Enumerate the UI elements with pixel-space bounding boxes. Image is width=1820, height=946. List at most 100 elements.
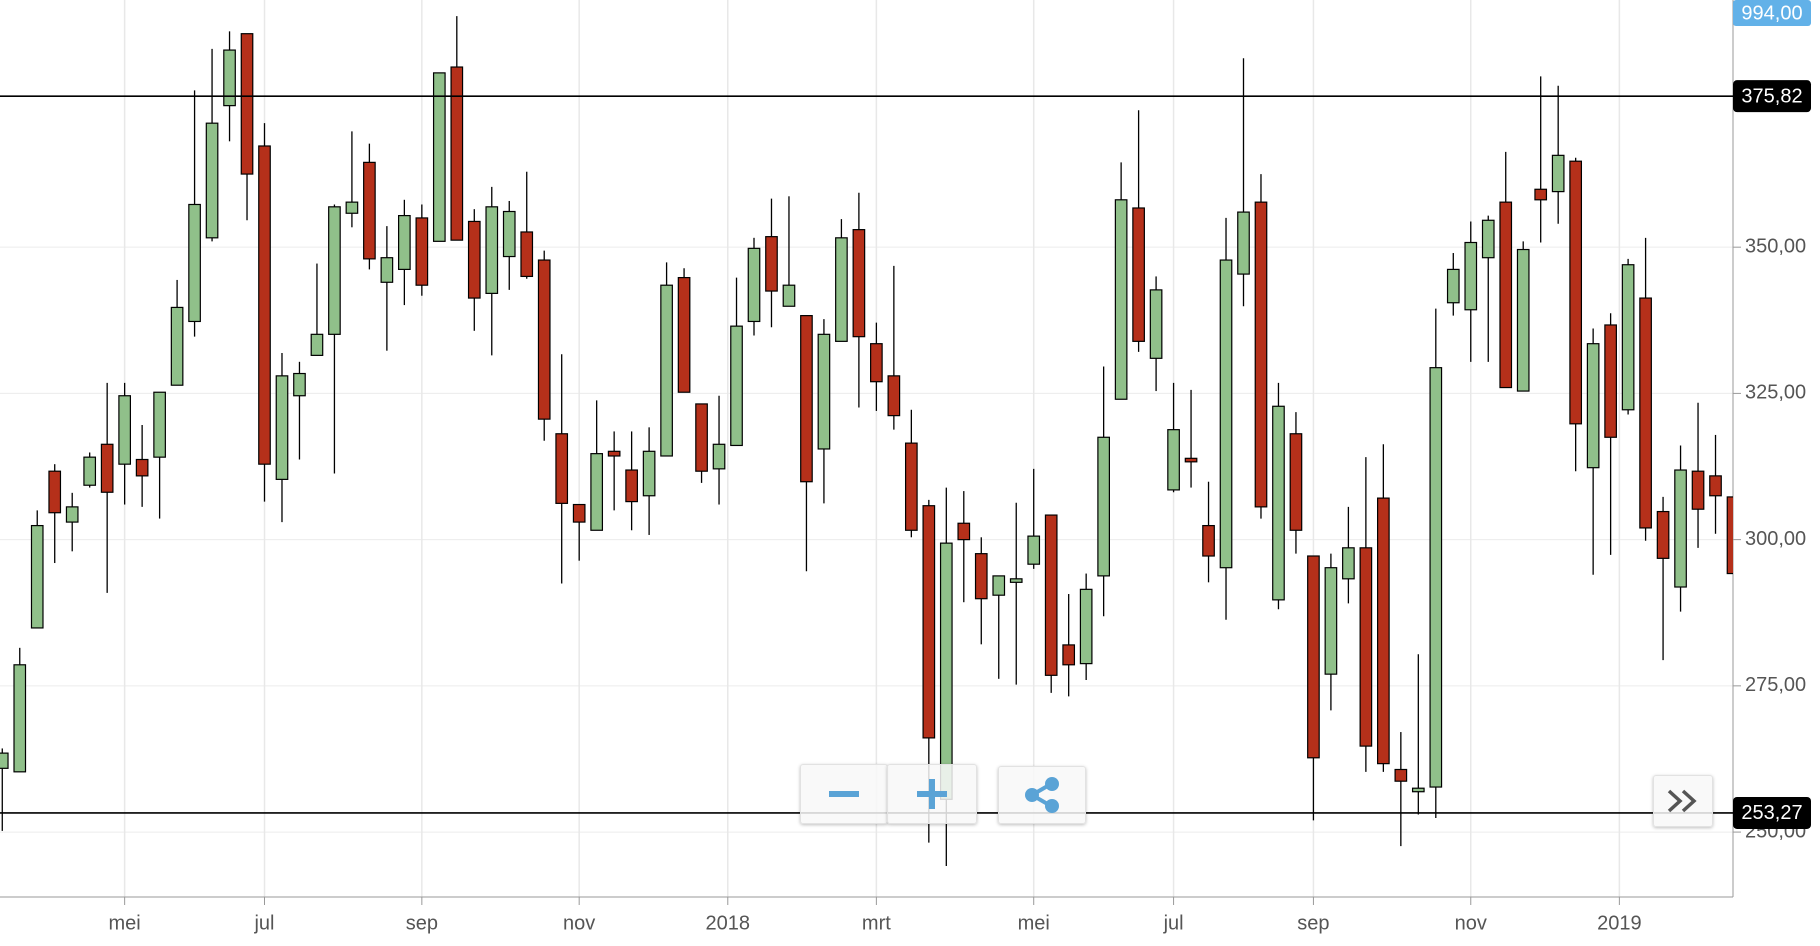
candle-body [1586, 343, 1600, 469]
overlay: 250,00275,00300,00325,00350,00375,82253,… [0, 0, 1811, 842]
candle-body [1342, 547, 1355, 580]
x-tick-label: sep [1297, 912, 1329, 934]
candle-body [135, 458, 149, 477]
candle-body [992, 575, 1006, 596]
candle-body [1167, 429, 1180, 491]
zoom-in-button[interactable] [887, 764, 977, 824]
y-tick-label: 325,00 [1745, 382, 1806, 404]
candle-body [1709, 475, 1722, 497]
candle-body [537, 259, 551, 420]
y-tick-label: 275,00 [1745, 674, 1806, 696]
value-badge [1733, 796, 1811, 829]
x-tick-label: nov [1455, 912, 1487, 934]
candle-body [380, 257, 394, 283]
value-badge-label: 253,27 [1741, 802, 1802, 824]
candle-body [153, 391, 166, 458]
candle-body [887, 375, 901, 417]
candle-body [1359, 547, 1373, 747]
scroll-end-button[interactable] [1653, 775, 1713, 827]
candle-body [1604, 324, 1617, 438]
candle-body [1184, 457, 1198, 463]
candle-body [310, 333, 324, 356]
candle-body [1446, 268, 1460, 304]
candle-body [188, 203, 201, 323]
candle-body [345, 201, 359, 214]
value-badge [1733, 80, 1811, 113]
candle-body [1674, 469, 1687, 588]
candle-body [625, 469, 638, 503]
zoom-out-button[interactable] [800, 764, 888, 824]
candle-body [118, 395, 131, 465]
candle-body [1464, 241, 1478, 311]
candle-body [607, 450, 621, 457]
candle-body [100, 443, 114, 493]
candle-body [572, 503, 586, 523]
candle-body [170, 306, 184, 386]
candle-body [590, 453, 604, 531]
candle-body [1254, 201, 1268, 508]
candle-body [275, 375, 289, 480]
candle-body [660, 284, 673, 457]
candle-body [939, 542, 953, 800]
x-tick-label: mei [1018, 912, 1050, 934]
candle-body [1044, 514, 1058, 676]
candle-body [240, 33, 254, 175]
candle-body [1272, 405, 1285, 601]
candle-body [1551, 154, 1565, 193]
candle-body [1237, 211, 1250, 275]
share-icon [1025, 777, 1059, 813]
candle-body [1691, 470, 1705, 510]
candle-body [485, 206, 499, 294]
candle-body [922, 505, 936, 739]
candle-body [48, 470, 62, 514]
candle-body [223, 49, 236, 107]
x-tick-label: jul [1163, 912, 1184, 934]
candle-body [1324, 567, 1338, 675]
candle-body [712, 443, 726, 470]
candle-body [83, 456, 97, 486]
candle-body [904, 442, 918, 531]
candle-body [13, 664, 27, 773]
candle-body [642, 450, 656, 497]
candle-body [398, 214, 411, 271]
x-tick-label: mei [109, 912, 141, 934]
candle-body [555, 433, 569, 504]
candle-body [1639, 297, 1652, 529]
candle-body [782, 284, 796, 307]
value-badge-label: 375,82 [1741, 85, 1802, 107]
candle-body [1027, 535, 1041, 565]
candle-body [1307, 555, 1320, 759]
x-tick-label: jul [253, 912, 274, 934]
candle-body [1411, 787, 1425, 793]
candle-body [1569, 160, 1583, 425]
candle-body [1621, 264, 1635, 411]
candle-body [205, 122, 219, 239]
share-button[interactable] [998, 766, 1086, 824]
candle-body [870, 343, 883, 383]
candle-body [677, 276, 691, 393]
candle-body [957, 522, 971, 541]
y-tick-label: 350,00 [1745, 235, 1806, 257]
candle-body [974, 553, 988, 600]
y-tick-label: 300,00 [1745, 528, 1806, 550]
x-tick-label: 2019 [1597, 912, 1642, 934]
candle-body [695, 403, 708, 472]
candle-body [1202, 524, 1215, 557]
candle-body [1377, 497, 1390, 765]
candle-body [258, 145, 271, 465]
candle-body [1009, 578, 1023, 583]
candle-body [730, 325, 743, 447]
candle-body [502, 210, 516, 258]
candle-body [1289, 433, 1303, 531]
candle-body [1499, 201, 1513, 389]
candle-body [450, 66, 464, 241]
candle-body [293, 372, 306, 397]
candle-body [328, 206, 341, 335]
candle-body [1219, 259, 1233, 569]
candle-body [467, 220, 481, 299]
candle-body [1516, 248, 1530, 392]
x-tick-label: sep [406, 912, 438, 934]
candle-body [835, 237, 848, 342]
candle-body [852, 229, 866, 338]
